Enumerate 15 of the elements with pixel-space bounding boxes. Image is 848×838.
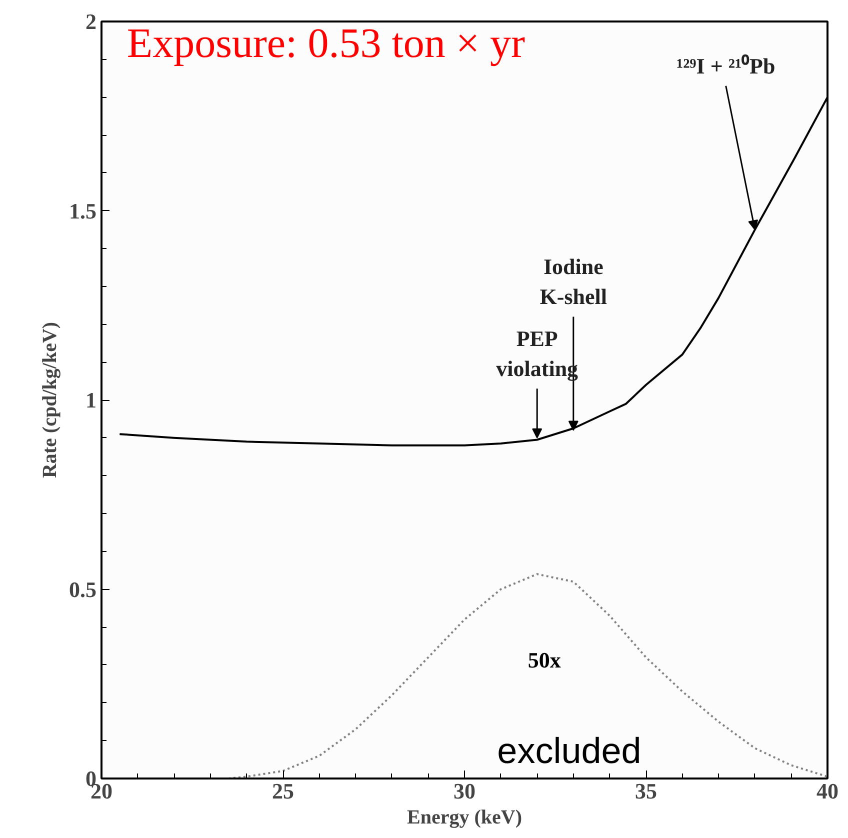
annotation: Exposure: 0.53 ton × yr — [126, 20, 526, 67]
x-tick-label: 40 — [816, 778, 838, 804]
y-tick-label: 1 — [86, 388, 96, 412]
x-tick-label: 35 — [635, 778, 657, 804]
annotation: ¹²⁹I + ²¹⁰Pb — [676, 53, 776, 78]
y-tick-label: 1.5 — [69, 198, 96, 224]
annotation: excluded — [497, 730, 642, 771]
y-axis-title: Rate (cpd/kg/keV) — [39, 322, 61, 478]
x-tick-label: 25 — [272, 778, 294, 804]
y-tick-label: 2 — [86, 9, 96, 34]
y-tick-label: 0.5 — [69, 576, 96, 602]
x-axis-title: Energy (keV) — [407, 806, 522, 828]
annotation: Iodine K-shell — [540, 254, 608, 310]
annotation: 50x — [528, 648, 561, 673]
x-tick-label: 30 — [454, 778, 476, 804]
